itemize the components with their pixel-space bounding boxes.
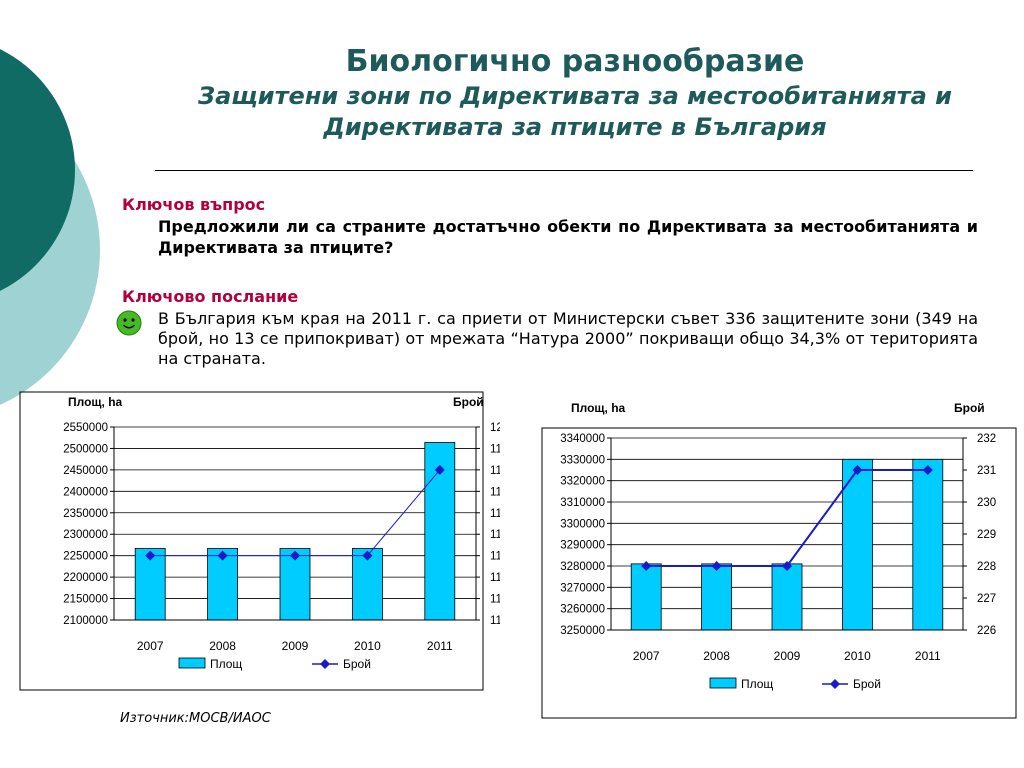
legend-label-line: Брой	[853, 677, 881, 691]
x-tick-label: 2011	[427, 639, 453, 653]
line-marker-2007	[641, 561, 652, 571]
x-tick-label: 2009	[774, 649, 801, 663]
y2-tick-label: 230	[977, 497, 996, 509]
x-tick-label: 2007	[137, 639, 164, 653]
key-message-label: Ключово послание	[122, 287, 299, 306]
line-marker-2011	[434, 464, 445, 475]
x-tick-label: 2010	[354, 639, 381, 653]
y-tick-label: 2450000	[63, 465, 108, 477]
y2-tick-label: 117	[490, 486, 500, 498]
line-marker-2010	[362, 550, 373, 561]
y2-tick-label: 114	[490, 551, 500, 563]
line-marker-2009	[290, 550, 300, 561]
y-tick-label: 3280000	[560, 561, 605, 573]
legend-marker-line	[320, 659, 330, 669]
legend-swatch-bar	[178, 657, 206, 669]
legend-label-bar: Площ	[210, 657, 242, 671]
y-tick-label: 3250000	[560, 625, 605, 637]
legend-label-line: Брой	[343, 657, 371, 671]
key-message-text: В България към края на 2011 г. са приети…	[158, 309, 978, 368]
y-tick-label: 2300000	[63, 529, 108, 541]
y2-tick-label: 232	[977, 433, 996, 445]
y2-tick-label: 112	[490, 594, 500, 606]
y-tick-label: 2150000	[63, 594, 108, 606]
y-tick-label: 2100000	[63, 615, 108, 627]
page-subtitle-line-1: Защитени зони по Директивата за местооби…	[198, 82, 952, 110]
line-marker-2008	[217, 550, 228, 561]
y-tick-label: 3340000	[560, 433, 605, 445]
y-tick-label: 2200000	[63, 572, 108, 584]
chart-frame	[541, 427, 1017, 719]
y2-tick-label: 226	[977, 625, 996, 637]
y-tick-label: 3260000	[560, 604, 605, 616]
y-axis-title: Площ, ha	[571, 401, 626, 415]
y2-axis-title: Брой	[453, 395, 484, 409]
x-tick-label: 2010	[844, 649, 871, 663]
smiley-face-icon	[116, 310, 142, 336]
key-question-text: Предложили ли са страните достатъчно обе…	[158, 217, 978, 257]
line-marker-2011	[922, 465, 933, 475]
chart-birds-directive: 3250000 3260000 3270000 3280000 3290000 33000…	[541, 401, 1017, 719]
page-subtitle-line-2: Директивата за птиците в България	[323, 113, 827, 141]
y-tick-label: 3330000	[560, 454, 605, 466]
x-tick-label: 2011	[915, 649, 941, 663]
chart-frame	[19, 391, 484, 691]
y2-tick-label: 115	[490, 529, 500, 541]
line-series-broi	[646, 469, 928, 567]
y-tick-label: 3320000	[560, 476, 605, 488]
title-block: Биологично разнообразие Защитени зони по…	[100, 43, 1024, 143]
legend-label-bar: Площ	[741, 677, 773, 691]
title-divider	[155, 170, 973, 171]
y2-tick-label: 231	[977, 465, 996, 477]
y-tick-label: 2400000	[63, 486, 108, 498]
x-tick-label: 2008	[209, 639, 236, 653]
y-tick-label: 2500000	[63, 443, 108, 455]
source-note: Източник:МОСВ/ИАОС	[120, 711, 271, 726]
y2-tick-label: 113	[490, 572, 500, 584]
y2-tick-label: 229	[977, 529, 996, 541]
x-tick-label: 2008	[703, 649, 730, 663]
y-tick-label: 2550000	[63, 422, 108, 434]
y-tick-label: 3300000	[560, 518, 605, 530]
x-tick-label: 2009	[282, 639, 309, 653]
y-tick-label: 2350000	[63, 508, 108, 520]
bar-2007	[630, 563, 662, 631]
y2-tick-label: 228	[977, 561, 996, 573]
y2-tick-label: 118	[490, 465, 500, 477]
line-marker-2010	[852, 465, 863, 475]
line-marker-2007	[145, 550, 156, 561]
bar-2009	[771, 563, 803, 631]
y-tick-label: 3310000	[560, 497, 605, 509]
y2-tick-label: 111	[490, 615, 500, 627]
bar-2008	[701, 563, 732, 631]
y2-tick-label: 120	[490, 422, 500, 434]
line-marker-2008	[711, 561, 722, 571]
x-tick-label: 2007	[633, 649, 660, 663]
chart-habitats-directive: 2100000 2150000 2200000 2250000 2300000 23500…	[19, 391, 500, 691]
bar-2011	[912, 458, 944, 631]
y2-axis-title: Брой	[954, 401, 985, 415]
page-title: Биологично разнообразие	[345, 44, 805, 79]
legend-swatch-bar	[709, 677, 737, 689]
y2-tick-label: 116	[490, 508, 500, 520]
bar-2010	[842, 458, 873, 631]
line-marker-2009	[782, 561, 792, 571]
legend-marker-line	[830, 679, 840, 689]
y-tick-label: 2250000	[63, 551, 108, 563]
y-tick-label: 3290000	[560, 540, 605, 552]
y2-tick-label: 227	[977, 593, 996, 605]
y2-tick-label: 119	[490, 443, 500, 455]
y-axis-title: Площ, ha	[68, 395, 123, 409]
y-tick-label: 3270000	[560, 582, 605, 594]
key-question-label: Ключов въпрос	[122, 195, 266, 214]
